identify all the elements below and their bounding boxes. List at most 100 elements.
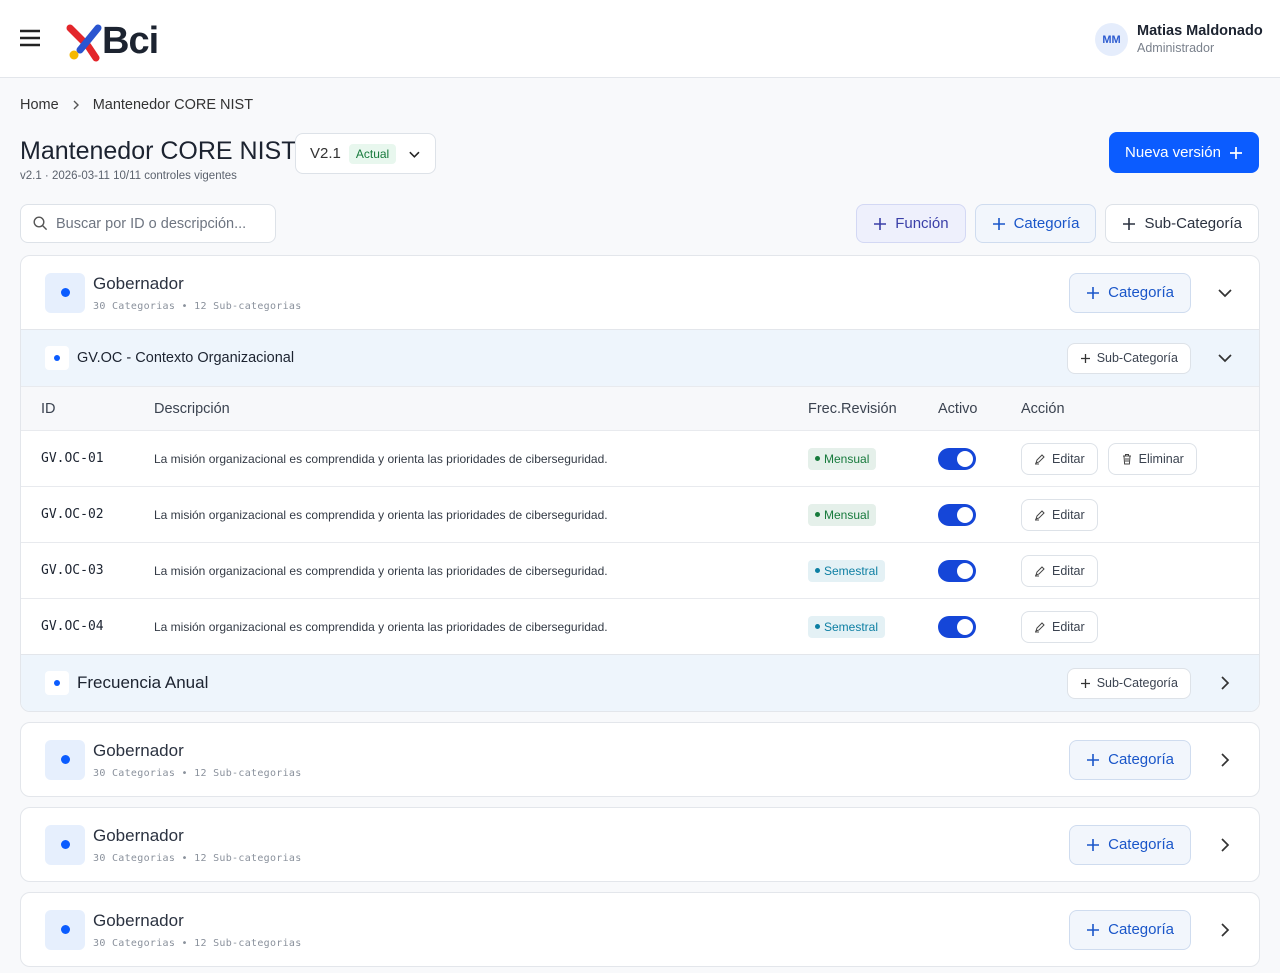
dot-icon [60,755,70,764]
breadcrumb-item[interactable]: Home [20,97,59,113]
actions: Editar [1021,498,1259,531]
page-meta: v2.1 · 2026-03-11 10/11 controles vigent… [20,170,237,182]
function-title: Gobernador [93,825,184,845]
add-category-label: Categoría [1108,751,1174,768]
edit-button[interactable]: Editar [1021,442,1098,475]
frequency-label: Semestral [824,619,879,634]
control-description: La misión organizacional es comprendida … [154,563,608,578]
edit-button[interactable]: Editar [1021,498,1098,531]
category-title: Frecuencia Anual [77,673,209,692]
user-name: Matias Maldonado [1137,23,1263,39]
function-card: Gobernador 30 Categorias • 12 Sub-categor… [20,892,1260,967]
delete-button[interactable]: Eliminar [1107,442,1197,475]
control-id: GV.OC-01 [41,451,104,466]
avatar: MM [1095,23,1128,56]
frequency-badge: Mensual [808,503,877,526]
add-button[interactable]: Función [856,204,966,243]
new-version-label: Nueva versión [1125,144,1221,161]
function-icon [45,739,85,780]
add-category-label: Categoría [1108,921,1174,938]
edit-button[interactable]: Editar [1021,554,1098,587]
control-description: La misión organizacional es comprendida … [154,619,608,634]
action-label: Editar [1052,507,1085,522]
add-subcategory-button[interactable]: Sub-Categoría [1066,667,1191,699]
dot-icon [60,925,70,934]
category-title: GV.OC - Contexto Organizacional [77,350,295,366]
action-label: Eliminar [1138,451,1184,466]
expand-toggle[interactable] [1217,285,1233,301]
dot-icon [54,680,60,686]
function-header: Gobernador 30 Categorias • 12 Sub-categor… [21,256,1259,329]
function-meta: 30 Categorias • 12 Sub-categorias [93,300,302,312]
category-icon [45,346,69,370]
user-role: Administrador [1137,41,1215,55]
add-category-button[interactable]: Categoría [1069,272,1191,313]
expand-toggle[interactable] [1217,837,1233,853]
expand-toggle[interactable] [1217,922,1233,938]
add-category-button[interactable]: Categoría [1069,824,1191,865]
search-input[interactable]: Buscar por ID o descripción... [20,204,276,243]
frequency-badge: Semestral [808,559,886,582]
function-title: Gobernador [93,910,184,930]
expand-toggle[interactable] [1217,350,1233,366]
search-placeholder: Buscar por ID o descripción... [56,215,247,232]
add-subcategory-label: Sub-Categoría [1096,676,1178,690]
active-toggle[interactable] [938,447,976,470]
control-description: La misión organizacional es comprendida … [154,507,608,522]
actions: Editar [1021,554,1259,587]
version-select[interactable]: V2.1 Actual [295,133,436,174]
expand-toggle[interactable] [1217,752,1233,768]
function-title: Gobernador [93,273,184,293]
function-card: Gobernador 30 Categorias • 12 Sub-categor… [20,807,1260,882]
dot-icon [60,840,70,849]
category-row: GV.OC - Contexto Organizacional Sub-Categ… [21,329,1259,386]
add-button[interactable]: Categoría [974,204,1097,243]
edit-button[interactable]: Editar [1021,610,1098,643]
add-category-button[interactable]: Categoría [1069,739,1191,780]
menu-button[interactable] [20,29,40,47]
function-icon [45,272,85,313]
column-header: Acción [1021,400,1065,417]
column-header: Activo [938,400,978,417]
frequency-label: Semestral [824,563,879,578]
function-card: Gobernador 30 Categorias • 12 Sub-categor… [20,722,1260,797]
version: V2.1 [310,145,341,162]
add-button-label: Función [895,215,949,232]
version-status: Actual [348,143,397,164]
add-category-label: Categoría [1108,284,1174,301]
action-label: Editar [1052,619,1085,634]
control-description: La misión organizacional es comprendida … [154,451,608,466]
table-row: GV.OC-01 La misión organizacional es comp… [21,430,1259,486]
function-header: Gobernador 30 Categorias • 12 Sub-categor… [21,808,1259,881]
add-button[interactable]: Sub-Categoría [1105,204,1259,243]
breadcrumb-item: Mantenedor CORE NIST [92,97,254,113]
frequency-label: Mensual [824,451,870,466]
expand-toggle[interactable] [1217,675,1233,691]
add-category-button[interactable]: Categoría [1069,909,1191,950]
breadcrumb: Home Mantenedor CORE NIST [20,97,253,113]
category-row: Frecuencia Anual Sub-Categoría [21,654,1259,711]
add-subcategory-button[interactable]: Sub-Categoría [1066,342,1191,374]
dot-icon [60,288,70,297]
add-button-label: Sub-Categoría [1144,215,1242,232]
active-toggle[interactable] [938,615,976,638]
frequency-badge: Mensual [808,447,877,470]
function-meta: 30 Categorias • 12 Sub-categorias [93,767,302,779]
action-label: Editar [1052,563,1085,578]
toolbar: Función Categoría Sub-Categoría [856,204,1259,243]
action-label: Editar [1052,451,1085,466]
logo: Bci [66,20,159,63]
new-version-button[interactable]: Nueva versión [1109,132,1259,173]
active-toggle[interactable] [938,559,976,582]
table-row: GV.OC-03 La misión organizacional es comp… [21,542,1259,598]
table-row: GV.OC-04 La misión organizacional es comp… [21,598,1259,654]
category-icon [45,671,69,695]
control-id: GV.OC-04 [41,619,104,634]
page-title: Mantenedor CORE NIST [20,137,297,165]
function-icon [45,824,85,865]
active-toggle[interactable] [938,503,976,526]
brand: Bci [102,20,159,62]
function-title: Gobernador [93,740,184,760]
top-bar: Bci MM Matias Maldonado Administrador [0,0,1280,78]
